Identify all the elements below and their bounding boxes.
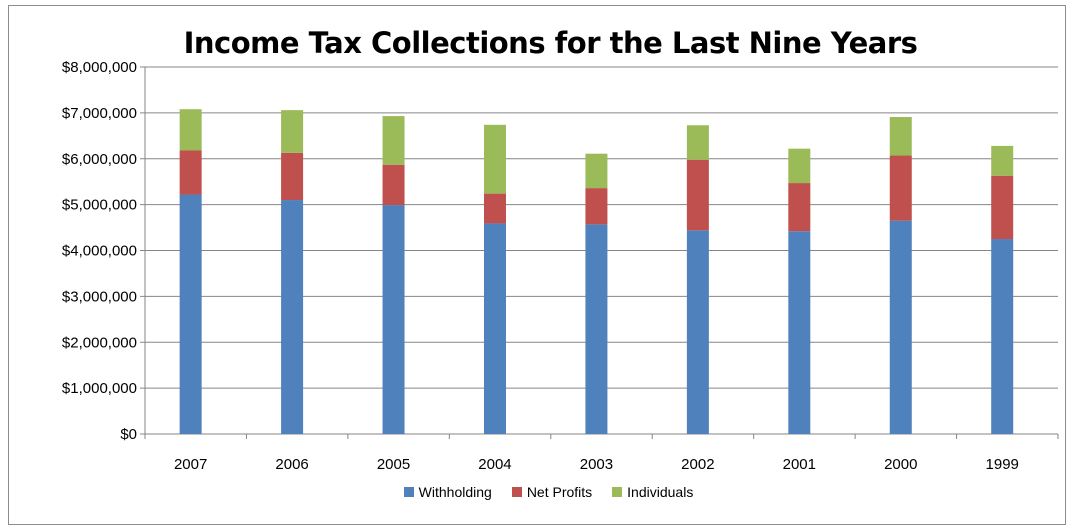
bar-withholding-2001 [788, 231, 811, 434]
bar-individuals-2004 [483, 124, 506, 194]
y-tick-label: $7,000,000 [62, 105, 137, 122]
bar-net-profits-1999 [991, 175, 1014, 240]
bar-withholding-2005 [382, 205, 405, 434]
bar-net-profits-2005 [382, 164, 405, 206]
bar-withholding-2003 [585, 224, 608, 434]
bar-withholding-2000 [889, 220, 912, 434]
bar-withholding-1999 [991, 239, 1014, 434]
legend-label-individuals: Individuals [627, 484, 694, 500]
bar-net-profits-2007 [179, 150, 202, 195]
bar-net-profits-2001 [788, 183, 811, 232]
x-tick-label: 2006 [275, 456, 308, 473]
y-tick-label: $5,000,000 [62, 197, 137, 214]
legend-swatch-net-profits [511, 487, 522, 497]
x-tick-label: 2003 [580, 456, 613, 473]
x-tick-label: 2001 [783, 456, 816, 473]
y-tick-label: $2,000,000 [62, 334, 137, 351]
x-tick-label: 2000 [884, 456, 917, 473]
y-tick-label: $4,000,000 [62, 243, 137, 260]
bar-individuals-2003 [585, 153, 608, 189]
legend-swatch-individuals [612, 487, 623, 497]
bar-individuals-2002 [686, 125, 709, 160]
legend-item-withholding: Withholding [403, 484, 492, 500]
y-tick-label: $6,000,000 [62, 151, 137, 168]
legend-item-individuals: Individuals [612, 484, 693, 500]
legend-label-net-profits: Net Profits [526, 484, 593, 500]
legend-swatch-withholding [403, 487, 414, 497]
bar-net-profits-2000 [889, 155, 912, 221]
bar-withholding-2004 [483, 223, 506, 434]
x-tick-label: 2004 [478, 456, 511, 473]
legend-item-net-profits: Net Profits [511, 484, 593, 500]
x-tick-label: 2002 [681, 456, 714, 473]
legend-label-withholding: Withholding [418, 484, 492, 500]
bar-individuals-2001 [788, 148, 811, 184]
bar-individuals-2005 [382, 116, 405, 165]
chart-legend: Withholding Net Profits Individuals [0, 484, 1073, 500]
chart-title: Income Tax Collections for the Last Nine… [183, 26, 918, 60]
y-tick-label: $1,000,000 [62, 380, 137, 397]
bar-individuals-2007 [179, 109, 202, 151]
bar-withholding-2006 [281, 200, 304, 434]
x-tick-label: 1999 [986, 456, 1019, 473]
bar-net-profits-2006 [281, 152, 304, 201]
x-tick-label: 2005 [377, 456, 410, 473]
x-tick-label: 2007 [174, 456, 207, 473]
y-tick-label: $3,000,000 [62, 288, 137, 305]
bar-individuals-2000 [889, 117, 912, 156]
y-tick-label: $8,000,000 [62, 59, 137, 76]
bar-withholding-2007 [179, 194, 202, 434]
y-tick-label: $0 [120, 426, 137, 443]
bar-net-profits-2003 [585, 188, 608, 225]
bar-net-profits-2002 [686, 159, 709, 231]
bar-net-profits-2004 [483, 193, 506, 224]
chart-plot: $0 $1,000,000 $2,000,000 $3,000,000 $4,000,0… [62, 59, 1059, 473]
bar-individuals-1999 [991, 145, 1014, 176]
bar-individuals-2006 [281, 110, 304, 153]
bar-withholding-2002 [686, 230, 709, 434]
